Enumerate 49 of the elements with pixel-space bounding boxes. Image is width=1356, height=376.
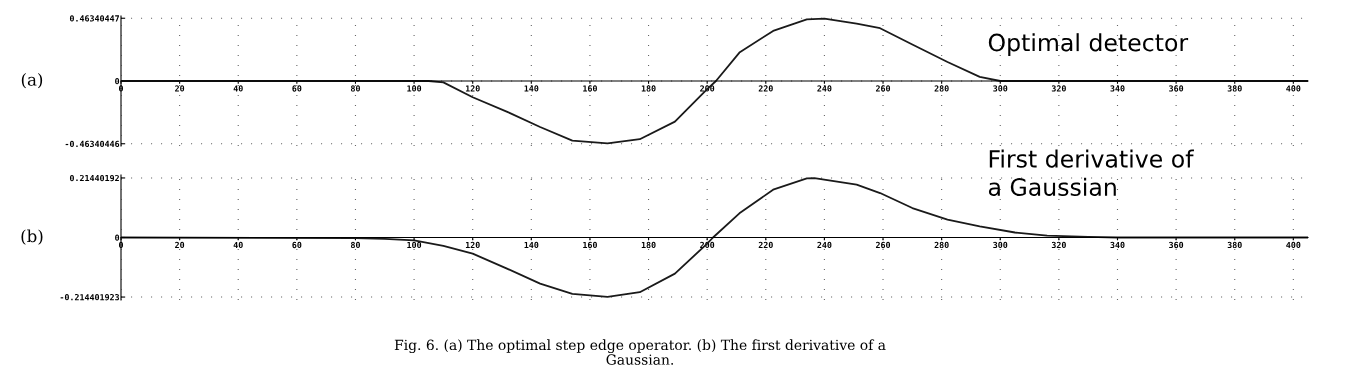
y-tick-label: 0 — [115, 77, 120, 85]
x-tick-label: 300 — [993, 241, 1008, 249]
y-tick-label: -0.46340446 — [65, 140, 120, 148]
x-tick-label: 60 — [292, 241, 302, 249]
caption: Fig. 6. (a) The optimal step edge operator. (b) The first derivative of a Gaussian. — [394, 339, 886, 365]
x-tick-label: 340 — [1110, 241, 1125, 249]
x-tick-label: 80 — [350, 85, 360, 92]
x-tick-label: 340 — [1110, 85, 1125, 92]
x-tick-label: 160 — [583, 85, 597, 92]
text: (a) — [21, 72, 43, 89]
x-tick-label: 360 — [1169, 85, 1184, 92]
text: (b) — [21, 229, 43, 245]
x-tick-label: 120 — [465, 85, 480, 92]
x-tick-label: 160 — [583, 241, 597, 249]
x-tick-label: 180 — [641, 85, 656, 92]
x-tick-label: 240 — [817, 85, 832, 92]
x-tick-label: 60 — [292, 85, 302, 92]
x-tick-label: 300 — [993, 85, 1008, 92]
x-tick-label: 40 — [233, 85, 243, 92]
x-tick-label: 280 — [934, 85, 949, 92]
x-tick-label: 320 — [1051, 241, 1066, 249]
x-tick-label: 140 — [524, 241, 539, 249]
x-tick-label: 100 — [407, 85, 422, 92]
x-tick-label: 380 — [1227, 85, 1242, 92]
series-label: First derivative of a Gaussian — [988, 149, 1194, 196]
series-label: Optimal detector — [988, 33, 1189, 57]
x-tick-label: 280 — [934, 241, 949, 249]
x-tick-label: 260 — [875, 85, 891, 92]
y-tick-label: 0.46340447 — [69, 15, 119, 22]
x-tick-label: 220 — [758, 241, 773, 249]
x-tick-label: 380 — [1227, 241, 1242, 249]
y-tick-label: -0.214401923 — [60, 294, 120, 301]
x-tick-label: 240 — [817, 241, 832, 249]
x-tick-label: 20 — [175, 85, 185, 92]
y-tick-label: 0 — [115, 234, 120, 241]
x-tick-label: 140 — [524, 85, 539, 92]
x-tick-label: 400 — [1286, 85, 1301, 92]
x-tick-label: 100 — [407, 241, 422, 249]
x-tick-label: 400 — [1286, 241, 1301, 249]
x-tick-label: 260 — [875, 241, 891, 249]
x-tick-label: 320 — [1051, 85, 1066, 92]
x-tick-label: 80 — [350, 241, 360, 249]
x-tick-label: 120 — [465, 241, 480, 249]
x-tick-label: 220 — [758, 85, 773, 92]
y-tick-label: 0.21440192 — [69, 174, 119, 182]
x-tick-label: 40 — [233, 241, 243, 249]
x-tick-label: 180 — [641, 241, 656, 249]
x-tick-label: 360 — [1169, 241, 1184, 249]
x-tick-label: 20 — [175, 241, 185, 249]
